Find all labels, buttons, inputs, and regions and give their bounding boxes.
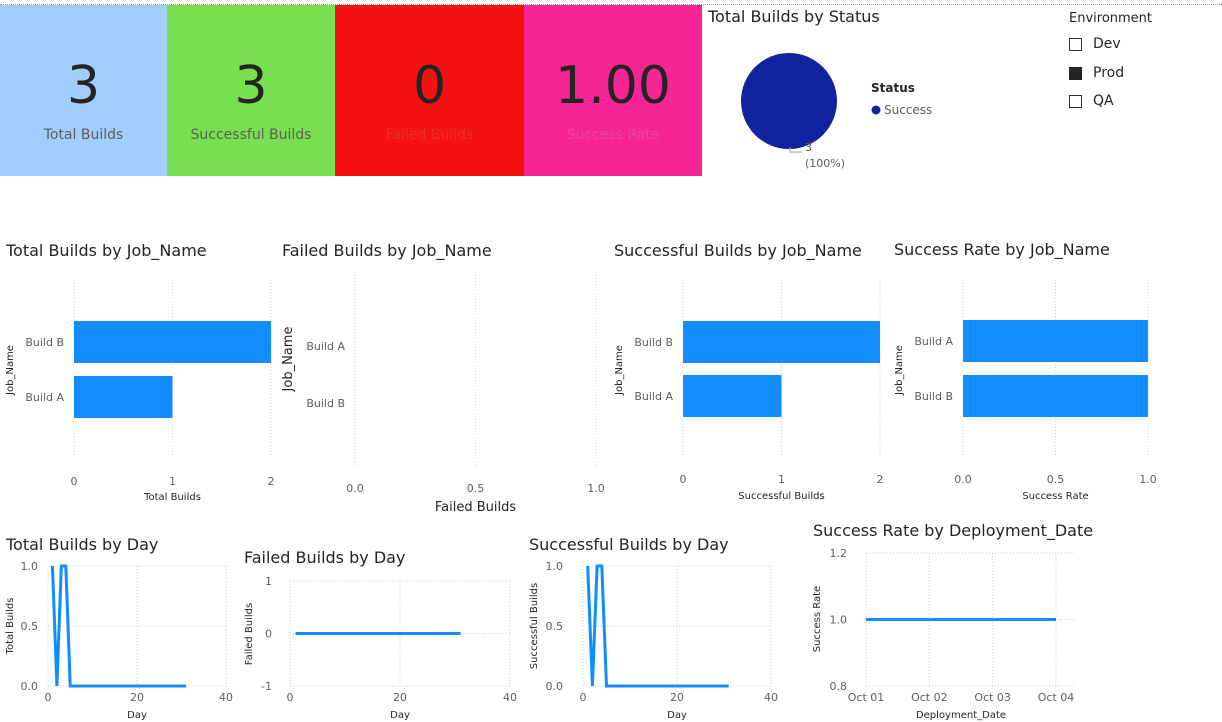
- chart-title-success-rate-by-date: Success Rate by Deployment_Date: [813, 521, 1094, 540]
- status-pie-chart[interactable]: 3 (100%) Status Success: [705, 30, 955, 180]
- kpi-label: Successful Builds: [190, 127, 312, 143]
- report-top-border: [0, 4, 1222, 5]
- pie-data-label-percent: (100%): [805, 157, 845, 170]
- kpi-card-total-builds[interactable]: 3 Total Builds: [0, 5, 167, 176]
- kpi-value: 3: [66, 56, 101, 116]
- bar[interactable]: [74, 321, 271, 363]
- slicer-title: Environment: [1069, 11, 1153, 26]
- chart-title-failed-builds-by-job: Failed Builds by Job_Name: [282, 241, 492, 260]
- pie-title: Total Builds by Status: [708, 7, 880, 26]
- checkbox-icon[interactable]: [1069, 95, 1082, 108]
- chart-title-success-rate-by-job: Success Rate by Job_Name: [894, 240, 1110, 259]
- category-label: Build A: [25, 391, 64, 404]
- kpi-value: 3: [234, 56, 268, 116]
- kpi-value: 0: [412, 56, 447, 116]
- kpi-label: Failed Builds: [385, 127, 474, 143]
- pie-legend-item[interactable]: Success: [884, 103, 932, 117]
- kpi-value: 1.00: [555, 56, 671, 116]
- slicer-item-label: Dev: [1093, 36, 1121, 52]
- kpi-label: Success Rate: [566, 127, 660, 143]
- pie-data-label-value: 3: [805, 141, 812, 154]
- x-tick-label: 2: [268, 475, 275, 488]
- checkbox-icon[interactable]: [1069, 67, 1082, 80]
- chart-title-failed-builds-by-day: Failed Builds by Day: [244, 548, 406, 567]
- kpi-card-successful-builds[interactable]: 3 Successful Builds: [167, 5, 335, 176]
- x-axis-title: Total Builds: [143, 492, 201, 503]
- kpi-label: Total Builds: [43, 127, 124, 143]
- chart-title-successful-builds-by-day: Successful Builds by Day: [529, 535, 729, 554]
- chart-title-total-builds-by-day: Total Builds by Day: [6, 535, 159, 554]
- category-label: Build B: [25, 336, 64, 349]
- legend-dot-icon: [871, 105, 881, 115]
- chart-title-successful-builds-by-job: Successful Builds by Job_Name: [614, 241, 862, 260]
- y-axis-title: Job_Name: [5, 345, 16, 396]
- bar[interactable]: [74, 376, 173, 418]
- kpi-card-failed-builds[interactable]: 0 Failed Builds: [335, 5, 524, 176]
- slicer-item-label: Prod: [1093, 65, 1125, 81]
- x-tick-label: 1: [169, 475, 176, 488]
- kpi-card-success-rate[interactable]: 1.00 Success Rate: [524, 5, 702, 176]
- x-tick-label: 0: [71, 475, 78, 488]
- pie-slice-success[interactable]: [741, 53, 837, 149]
- chart-title-total-builds-by-job: Total Builds by Job_Name: [6, 241, 207, 260]
- pie-label-leader: [789, 147, 802, 153]
- pie-legend-title: Status: [871, 81, 915, 95]
- slicer-item-label: QA: [1093, 93, 1114, 109]
- checkbox-icon[interactable]: [1069, 38, 1082, 51]
